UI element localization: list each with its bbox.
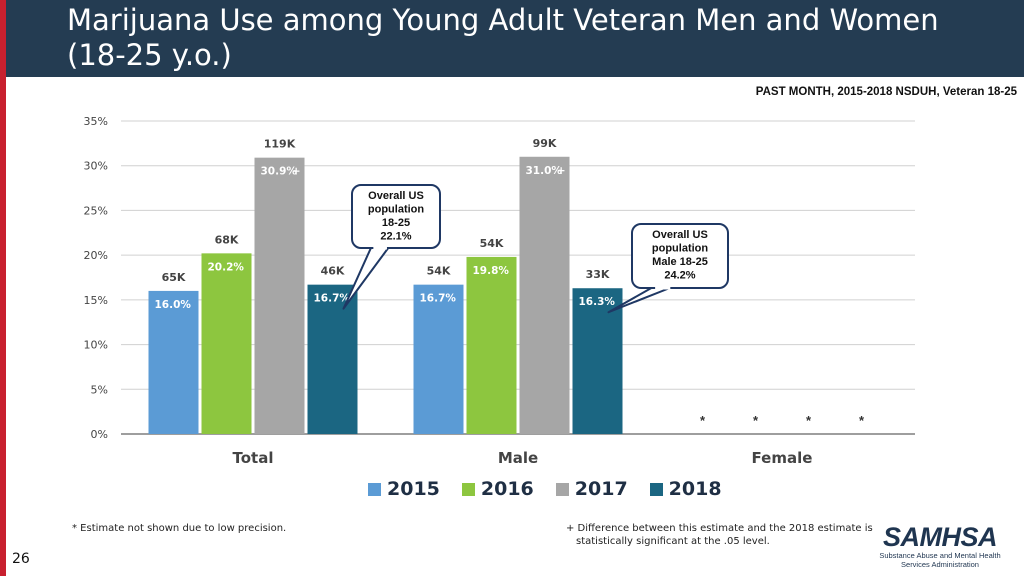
bar-total-2015: [148, 290, 199, 434]
title-bar: [0, 0, 1024, 77]
significance-marker: +: [557, 165, 566, 177]
bar-count-label: 119K: [264, 138, 296, 151]
logo-subtitle-line-1: Substance Abuse and Mental Health: [879, 551, 1001, 560]
bar-male-2015: [413, 284, 464, 434]
slide-title-line-2: (18-25 y.o.): [67, 38, 232, 72]
bar-count-label: 99K: [533, 137, 557, 150]
bar-value-label: 19.8%: [473, 265, 510, 277]
logo-subtitle-line-2: Services Administration: [901, 560, 979, 569]
legend-label-2015: 2015: [387, 478, 440, 500]
callout-text-line: population: [368, 204, 424, 216]
suppressed-marker: *: [806, 413, 812, 428]
legend-swatch-2015: [368, 482, 381, 496]
bar-value-label: 16.3%: [579, 296, 616, 308]
bar-count-label: 46K: [321, 265, 345, 278]
accent-stripe: [0, 0, 6, 576]
callout-text-line: Overall US: [368, 190, 424, 202]
footnote-significance-line-1: + Difference between this estimate and t…: [566, 523, 873, 534]
callout-box: [631, 223, 729, 289]
callout-text-line: population: [652, 243, 708, 255]
bar-count-label: 33K: [586, 268, 610, 281]
legend-swatch-2018: [649, 482, 663, 496]
significance-marker: +: [292, 166, 301, 178]
legend-label-2017: 2017: [574, 478, 628, 500]
samhsa-logo: SAMHSA Substance Abuse and Mental Health…: [878, 523, 1002, 569]
footnote-significance: + Difference between this estimate and t…: [566, 522, 873, 548]
bar-total-2016: [201, 253, 252, 434]
callout-box: [351, 184, 441, 249]
suppressed-marker: *: [700, 413, 706, 428]
slide-title-line-1: Marijuana Use among Young Adult Veteran …: [67, 3, 939, 37]
y-tick-label: 5%: [91, 383, 108, 396]
callout-text-line: Overall US: [652, 229, 708, 241]
slide-title: Marijuana Use among Young Adult Veteran …: [67, 3, 967, 73]
bar-count-label: 54K: [480, 237, 504, 250]
bar-value-label: 16.7%: [314, 293, 351, 305]
bar-total-2018: [307, 284, 358, 434]
y-tick-label: 10%: [84, 339, 108, 352]
legend-item-2015: 2015: [368, 478, 440, 500]
legend-swatch-2016: [461, 482, 475, 496]
legend-label-2016: 2016: [480, 478, 534, 500]
suppressed-marker: *: [859, 413, 865, 428]
legend-label-2018: 2018: [668, 478, 722, 500]
legend-item-2018: 2018: [649, 478, 722, 500]
legend-item-2017: 2017: [555, 478, 628, 500]
y-tick-label: 25%: [84, 204, 108, 217]
legend-item-2016: 2016: [461, 478, 534, 500]
bar-value-label: 16.7%: [420, 293, 457, 305]
bar-value-label: 16.0%: [155, 299, 192, 311]
bar-value-label: 31.0%: [526, 165, 563, 177]
x-category-label-female: Female: [752, 449, 813, 467]
page-number: 26: [12, 551, 30, 567]
bar-male-2018: [572, 288, 623, 434]
bar-total-2017: [254, 157, 305, 434]
callout-text-line: Male 18-25: [652, 256, 708, 268]
y-tick-label: 20%: [84, 249, 108, 262]
footnote-low-precision: * Estimate not shown due to low precisio…: [72, 523, 287, 534]
x-category-label-total: Total: [233, 449, 274, 467]
logo-wordmark: SAMHSA: [882, 522, 998, 552]
bar-male-2017: [519, 156, 570, 434]
y-tick-label: 0%: [91, 428, 108, 441]
source-label: PAST MONTH, 2015-2018 NSDUH, Veteran 18-…: [755, 86, 1017, 98]
callout-text-line: 24.2%: [664, 270, 695, 282]
bar-value-label: 20.2%: [208, 261, 245, 273]
x-category-label-male: Male: [498, 449, 538, 467]
suppressed-marker: *: [753, 413, 759, 428]
footnote-significance-line-2: statistically significant at the .05 lev…: [576, 536, 770, 547]
chart-legend: 2015 2016 2017 2018: [368, 478, 722, 500]
callout-text-line: 22.1%: [380, 231, 411, 243]
callout-text-line: 18-25: [382, 217, 410, 229]
y-tick-label: 35%: [84, 115, 108, 128]
y-tick-label: 30%: [84, 160, 108, 173]
bar-value-label: 30.9%: [261, 166, 298, 178]
bar-count-label: 54K: [427, 265, 451, 278]
legend-swatch-2017: [555, 482, 569, 496]
bar-male-2016: [466, 256, 517, 434]
y-tick-label: 15%: [84, 294, 108, 307]
bar-count-label: 68K: [215, 233, 239, 246]
bar-count-label: 65K: [162, 271, 186, 284]
